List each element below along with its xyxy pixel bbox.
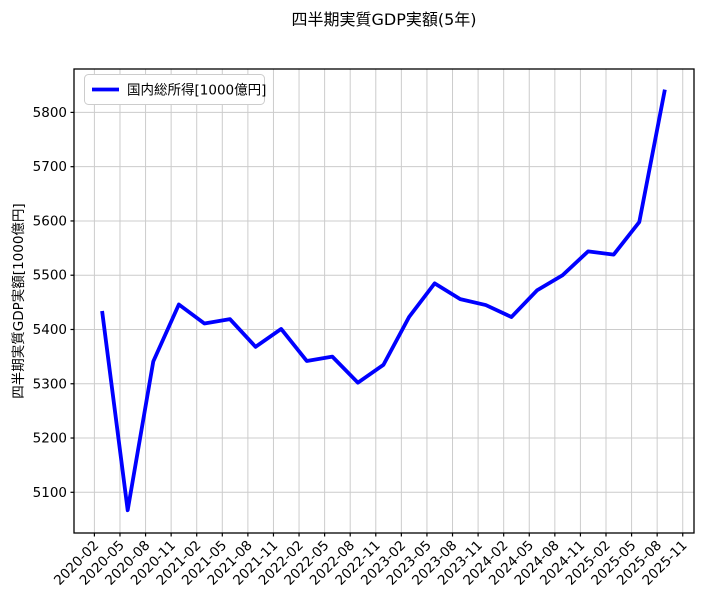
y-tick-label: 5500 [33, 268, 67, 284]
y-tick-label: 5800 [33, 105, 67, 121]
legend: 国内総所得[1000億円] [84, 74, 266, 105]
chart-title: 四半期実質GDP実額(5年) [291, 10, 476, 29]
y-axis-label: 四半期実質GDP実額[1000億円] [11, 203, 27, 398]
gdp-data-line [100, 89, 667, 513]
legend-box [84, 74, 265, 105]
y-tick-label: 5700 [33, 159, 67, 175]
y-tick-label: 5400 [33, 322, 67, 338]
y-tick-label: 5200 [33, 431, 67, 447]
grid-layer [74, 69, 694, 533]
plot-border [73, 68, 695, 534]
tick-layer: 2020-022020-052020-082020-112021-022021-… [33, 105, 691, 589]
y-tick-label: 5600 [33, 213, 67, 229]
legend-label: 国内総所得[1000億円] [127, 82, 266, 99]
y-tick-label: 5300 [33, 376, 67, 392]
y-tick-label: 5100 [33, 485, 67, 501]
series-layer [100, 89, 667, 513]
